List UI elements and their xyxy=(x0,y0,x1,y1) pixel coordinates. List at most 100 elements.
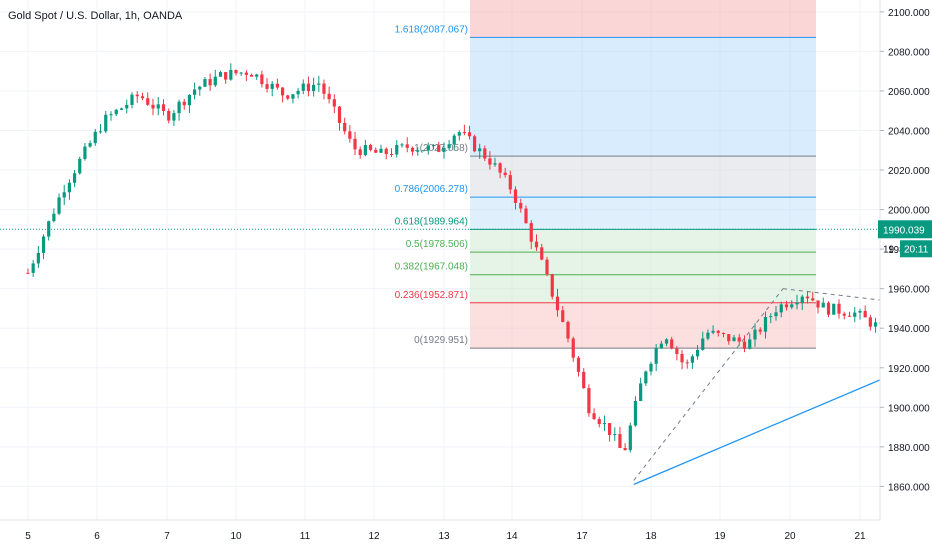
candle-body xyxy=(395,144,399,155)
candle-body xyxy=(711,330,715,333)
candle-body xyxy=(234,69,238,74)
candle-body xyxy=(62,192,66,198)
y-tick-label: 2060.000 xyxy=(888,87,930,98)
candle-body xyxy=(727,334,731,342)
x-tick-label: 17 xyxy=(576,531,588,542)
candle-body xyxy=(109,114,113,116)
x-tick-label: 19 xyxy=(714,531,726,542)
candle-body xyxy=(421,150,425,152)
price-markers: 1990.039 20:11 19 xyxy=(0,220,932,258)
candle-body xyxy=(332,99,336,107)
candle-body xyxy=(343,122,347,132)
candle-body xyxy=(644,371,648,384)
candle-body xyxy=(670,339,674,349)
candle-body xyxy=(680,353,684,363)
candle-body xyxy=(36,252,40,264)
candle-body xyxy=(130,94,134,105)
candle-body xyxy=(312,84,316,92)
candle-body xyxy=(193,89,197,95)
candle-body xyxy=(737,337,741,342)
candle-body xyxy=(405,144,409,148)
candle-body xyxy=(327,93,331,100)
candle-body xyxy=(363,145,367,156)
x-tick-label: 12 xyxy=(368,531,380,542)
y-tick-label: 1960.000 xyxy=(888,285,930,296)
candle-body xyxy=(576,357,581,372)
candle-body xyxy=(748,339,752,349)
y-tick-label: 2040.000 xyxy=(888,126,930,137)
x-tick-label: 18 xyxy=(645,531,657,542)
candle-body xyxy=(592,413,596,420)
y-tick-label: 1940.000 xyxy=(888,324,930,335)
candle-body xyxy=(732,337,736,342)
candle-body xyxy=(224,72,228,80)
candle-body xyxy=(265,84,269,89)
candle-body xyxy=(125,104,129,109)
candles xyxy=(26,63,932,453)
candle-body xyxy=(842,313,846,316)
fib-zone xyxy=(470,0,816,38)
fib-zone xyxy=(470,302,816,349)
x-tick-label: 5 xyxy=(25,531,31,542)
candle-body xyxy=(633,400,638,426)
candle-body xyxy=(695,349,700,357)
candle-body xyxy=(832,303,836,315)
fib-level-label: 1(2027.058) xyxy=(414,143,468,154)
candle-body xyxy=(774,312,778,317)
candle-body xyxy=(858,311,862,313)
fib-level-label: 0.236(1952.871) xyxy=(395,290,468,301)
candle-body xyxy=(270,83,274,89)
candle-body xyxy=(83,146,87,159)
candle-body xyxy=(249,74,254,77)
candle-body xyxy=(587,388,591,414)
candle-body xyxy=(639,383,643,401)
candle-body xyxy=(41,236,46,253)
candle-body xyxy=(508,175,512,190)
candle-body xyxy=(447,144,451,149)
candle-body xyxy=(260,74,264,85)
fib-level-label: 0(1929.951) xyxy=(414,335,468,346)
candle-body xyxy=(301,83,305,91)
candle-body xyxy=(529,223,533,242)
y-tick-label: 2100.000 xyxy=(888,8,930,19)
candle-body xyxy=(135,94,139,97)
candle-body xyxy=(571,338,575,358)
candle-body xyxy=(187,94,192,106)
candle-body xyxy=(140,96,145,99)
candle-body xyxy=(275,83,279,88)
candle-body xyxy=(784,304,789,308)
candle-body xyxy=(716,330,720,333)
candle-body xyxy=(628,425,632,451)
y-tick-label: 2000.000 xyxy=(888,206,930,217)
candle-body xyxy=(467,132,472,137)
y-tick-label: 1900.000 xyxy=(888,403,930,414)
fib-zone xyxy=(470,156,816,198)
fib-level-label: 0.618(1989.964) xyxy=(395,216,468,227)
candle-body xyxy=(503,172,507,176)
candle-body xyxy=(182,101,186,106)
candle-body xyxy=(161,104,166,112)
x-tick-label: 11 xyxy=(300,531,311,542)
x-tick-label: 14 xyxy=(506,531,518,542)
candle-body xyxy=(416,150,420,152)
candle-body xyxy=(582,371,586,389)
candle-body xyxy=(151,104,155,109)
candle-body xyxy=(437,145,441,152)
candle-body xyxy=(816,300,820,308)
candle-body xyxy=(146,98,150,105)
candle-body xyxy=(742,341,747,349)
candle-body xyxy=(721,332,726,335)
candle-body xyxy=(88,143,92,147)
candle-body xyxy=(488,158,492,165)
x-tick-label: 7 xyxy=(164,531,170,542)
x-tick-label: 21 xyxy=(854,531,866,542)
chart-title: Gold Spot / U.S. Dollar, 1h, OANDA xyxy=(8,10,183,22)
candle-body xyxy=(524,208,528,224)
candle-body xyxy=(837,303,841,314)
candle-body xyxy=(826,302,831,315)
candle-body xyxy=(847,315,852,317)
candle-body xyxy=(213,76,217,86)
candle-body xyxy=(119,108,124,110)
